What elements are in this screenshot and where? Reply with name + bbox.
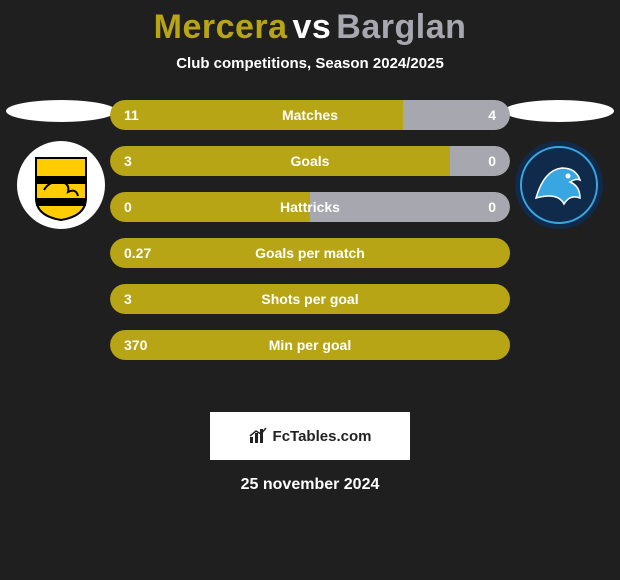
player2-name: Barglan	[336, 8, 466, 46]
crest-left-icon	[16, 140, 106, 230]
oval-left	[6, 100, 116, 122]
subtitle: Club competitions, Season 2024/2025	[0, 55, 620, 72]
stat-label: Shots per goal	[110, 284, 510, 314]
date-label: 25 november 2024	[0, 476, 620, 494]
stat-row: 0Hattricks0	[110, 192, 510, 222]
stat-label: Goals	[110, 146, 510, 176]
page-title: Mercera vs Barglan	[0, 0, 620, 47]
oval-right	[504, 100, 614, 122]
stat-row: 3Shots per goal	[110, 284, 510, 314]
stat-row: 11Matches4	[110, 100, 510, 130]
stat-value-right: 0	[488, 192, 496, 222]
stat-row: 3Goals0	[110, 146, 510, 176]
player1-name: Mercera	[154, 8, 288, 46]
stat-row: 0.27Goals per match	[110, 238, 510, 268]
chart-icon	[249, 427, 267, 445]
stat-label: Matches	[110, 100, 510, 130]
vs-label: vs	[293, 8, 332, 46]
stat-value-right: 0	[488, 146, 496, 176]
stat-label: Goals per match	[110, 238, 510, 268]
crest-right-icon	[514, 140, 604, 230]
crest-left	[16, 140, 106, 230]
comparison-card: Mercera vs Barglan Club competitions, Se…	[0, 0, 620, 580]
footer-badge[interactable]: FcTables.com	[210, 412, 410, 460]
stat-label: Hattricks	[110, 192, 510, 222]
comparison-bars: 11Matches43Goals00Hattricks00.27Goals pe…	[0, 100, 620, 400]
stat-label: Min per goal	[110, 330, 510, 360]
stat-value-right: 4	[488, 100, 496, 130]
footer-text: FcTables.com	[273, 428, 372, 445]
stat-row: 370Min per goal	[110, 330, 510, 360]
crest-right	[514, 140, 604, 230]
